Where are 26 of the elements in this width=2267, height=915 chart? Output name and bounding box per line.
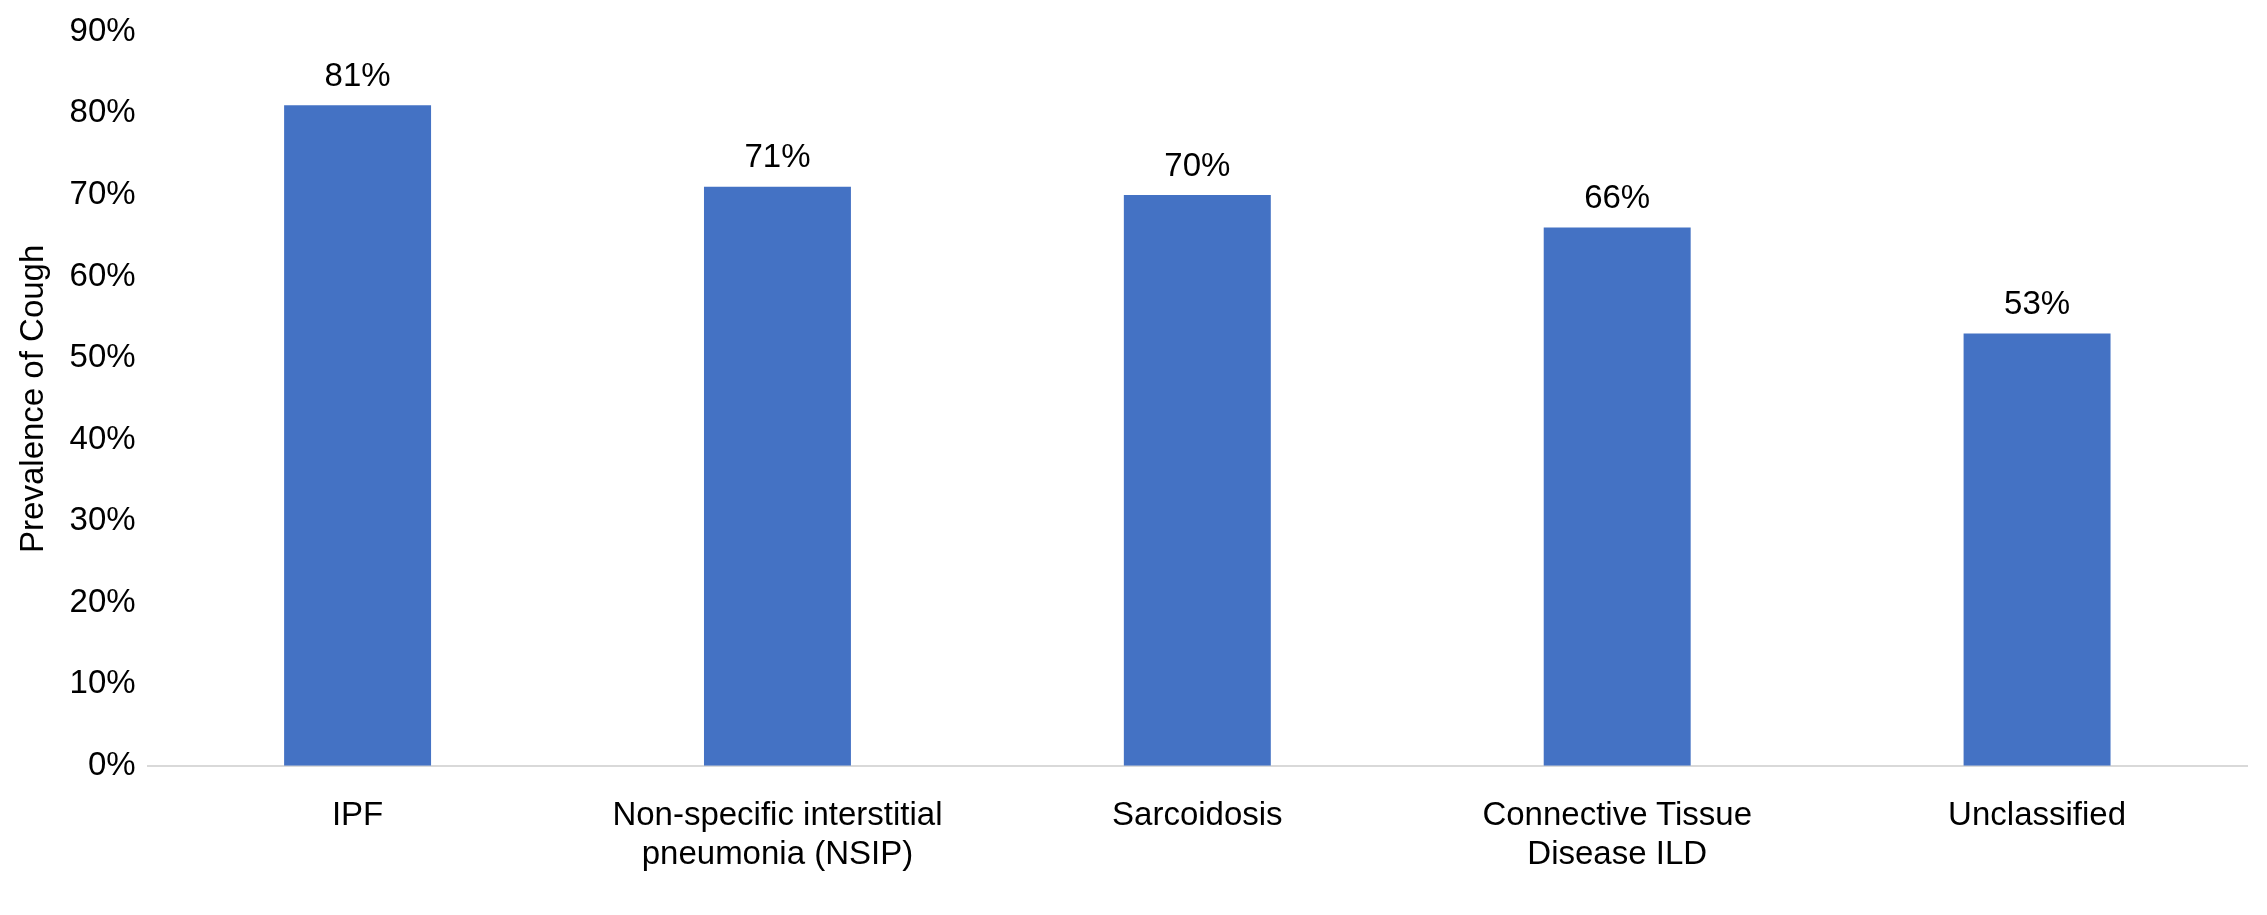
- y-axis-title: Prevalence of Cough: [12, 244, 50, 553]
- x-tick-label: Connective Tissue Disease ILD: [1482, 794, 1753, 872]
- data-label: 66%: [1584, 178, 1651, 216]
- bar: [1963, 333, 2111, 766]
- y-tick-label: 20%: [69, 581, 136, 619]
- y-tick-label: 30%: [69, 500, 136, 538]
- x-tick-label: Non-specific interstitial pneumonia (NSIP): [612, 794, 943, 872]
- y-tick-label: 90%: [69, 10, 136, 48]
- y-tick-label: 50%: [69, 337, 136, 375]
- y-tick-label: 70%: [69, 174, 136, 211]
- data-label: 53%: [2004, 284, 2071, 322]
- bar: [1123, 194, 1271, 766]
- y-tick-label: 40%: [69, 418, 136, 456]
- bar: [284, 105, 432, 766]
- bar: [703, 186, 851, 766]
- x-tick-label: Sarcoidosis: [1112, 794, 1283, 832]
- y-tick-label: 10%: [69, 663, 136, 701]
- data-label: 70%: [1164, 145, 1231, 183]
- y-tick-label: 80%: [69, 92, 136, 130]
- x-tick-label: Unclassified: [1948, 794, 2127, 832]
- x-tick-label: IPF: [331, 794, 384, 832]
- bar: [1543, 227, 1691, 766]
- y-tick-label: 60%: [69, 255, 136, 293]
- y-tick-label: 0%: [87, 744, 136, 782]
- data-label: 71%: [744, 137, 811, 175]
- data-label: 81%: [324, 55, 391, 93]
